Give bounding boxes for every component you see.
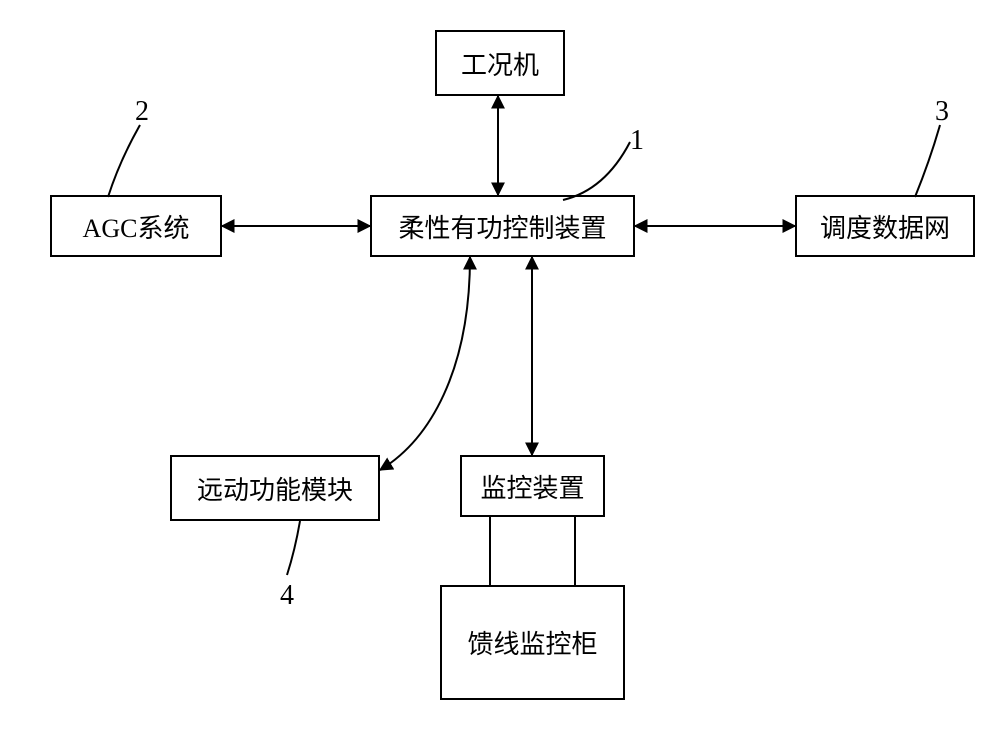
node-center: 柔性有功控制装置 bbox=[370, 195, 635, 257]
node-remote: 远动功能模块 bbox=[170, 455, 380, 521]
node-feeder-label: 馈线监控柜 bbox=[467, 624, 597, 661]
callout-number-4: 4 bbox=[280, 580, 294, 612]
node-left-label: AGC系统 bbox=[83, 208, 190, 245]
node-right-label: 调度数据网 bbox=[820, 208, 950, 245]
node-monitor: 监控装置 bbox=[460, 455, 605, 517]
node-left: AGC系统 bbox=[50, 195, 222, 257]
node-feeder: 馈线监控柜 bbox=[440, 585, 625, 700]
node-top-label: 工况机 bbox=[461, 45, 539, 82]
callout-number-1: 1 bbox=[630, 125, 644, 157]
node-right: 调度数据网 bbox=[795, 195, 975, 257]
node-top: 工况机 bbox=[435, 30, 565, 96]
node-remote-label: 远动功能模块 bbox=[197, 470, 353, 507]
callout-number-3: 3 bbox=[935, 96, 949, 128]
node-center-label: 柔性有功控制装置 bbox=[398, 208, 606, 245]
diagram-canvas: 工况机 柔性有功控制装置 AGC系统 调度数据网 远动功能模块 监控装置 馈线监… bbox=[0, 0, 1000, 743]
node-monitor-label: 监控装置 bbox=[480, 468, 584, 505]
callout-number-2: 2 bbox=[135, 96, 149, 128]
